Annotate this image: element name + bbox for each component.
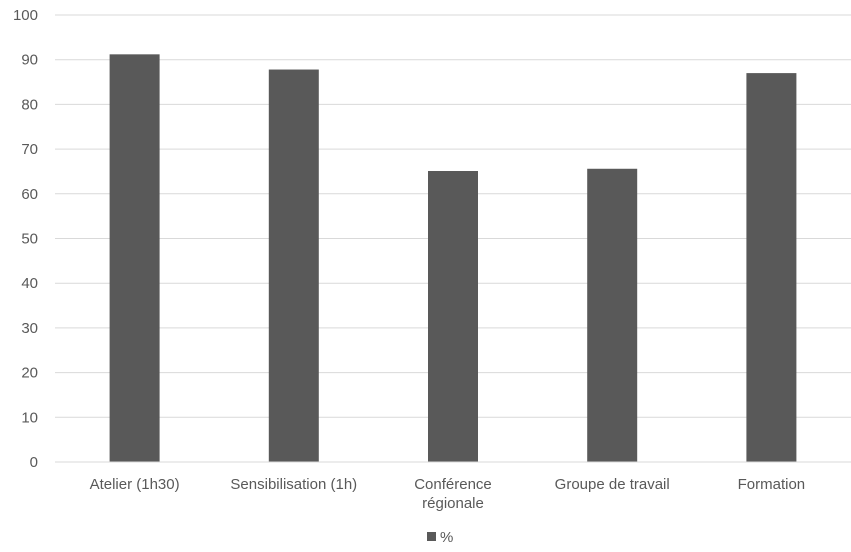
y-tick-label: 40 xyxy=(21,275,38,292)
x-category-label: Sensibilisation (1h) xyxy=(230,476,357,493)
bar xyxy=(268,69,319,462)
x-category-label: Atelier (1h30) xyxy=(90,476,180,493)
y-tick-label: 90 xyxy=(21,52,38,69)
y-axis-tick-labels: 0 10 20 30 40 50 60 70 80 90 100 xyxy=(13,7,38,471)
y-tick-label: 70 xyxy=(21,141,38,158)
y-tick-label: 100 xyxy=(13,7,38,24)
bar xyxy=(746,73,797,463)
bar-series xyxy=(109,54,797,463)
legend: % xyxy=(427,529,453,546)
x-category-label: Conférence régionale xyxy=(414,476,492,512)
y-tick-label: 0 xyxy=(30,454,38,471)
x-axis-category-labels: Atelier (1h30) Sensibilisation (1h) Confér… xyxy=(90,476,806,512)
y-tick-label: 50 xyxy=(21,231,38,248)
legend-label: % xyxy=(440,529,453,546)
y-tick-label: 60 xyxy=(21,186,38,203)
bar xyxy=(587,168,638,462)
y-tick-label: 10 xyxy=(21,409,38,426)
x-category-label: Formation xyxy=(738,476,806,493)
bar xyxy=(428,171,478,463)
bar xyxy=(109,54,160,462)
legend-swatch xyxy=(427,532,436,541)
x-category-label: Groupe de travail xyxy=(555,476,670,493)
y-tick-label: 30 xyxy=(21,320,38,337)
y-tick-label: 20 xyxy=(21,365,38,382)
y-tick-label: 80 xyxy=(21,96,38,113)
